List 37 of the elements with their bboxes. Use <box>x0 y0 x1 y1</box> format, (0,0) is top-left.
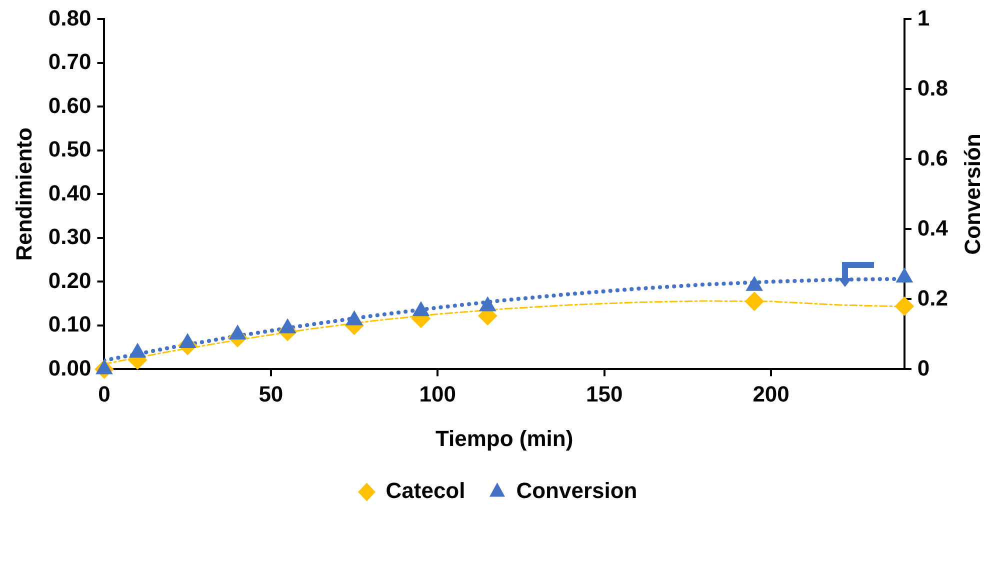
x-tick-label: 0 <box>98 381 110 406</box>
point <box>96 360 113 374</box>
y2-tick-label: 0 <box>917 355 930 380</box>
y-tick-label: 0.80 <box>48 5 92 30</box>
y-tick-label: 0.10 <box>48 312 92 337</box>
y2-tick-label: 0.4 <box>917 215 949 240</box>
point <box>479 296 496 312</box>
x-tick-label: 100 <box>419 381 456 406</box>
point <box>129 343 146 358</box>
y-tick-label: 0.20 <box>48 268 92 293</box>
x-tick-label: 200 <box>752 381 790 406</box>
y2-tick-label: 0.6 <box>917 145 948 170</box>
point <box>229 325 246 340</box>
y-tick-label: 0.50 <box>48 136 92 162</box>
y-axis-title: Rendimiento <box>11 128 36 261</box>
legend-label: Catecol <box>386 478 466 504</box>
point <box>179 333 196 348</box>
y2-tick-label: 0.8 <box>917 75 948 100</box>
y-tick-label: 0.40 <box>48 180 92 206</box>
x-axis-title: Tiempo (min) <box>435 426 574 451</box>
point <box>412 302 430 316</box>
point <box>744 292 764 311</box>
point <box>896 268 913 282</box>
y-tick-label: 0.00 <box>48 355 92 380</box>
point <box>346 310 363 326</box>
legend-label: Conversion <box>516 478 638 504</box>
y-tick-label: 0.30 <box>48 224 92 250</box>
x-tick-label: 50 <box>258 381 284 406</box>
point <box>746 276 763 291</box>
y-tick-label: 0.70 <box>48 49 92 74</box>
point <box>894 296 914 316</box>
x-tick-label: 150 <box>586 381 623 406</box>
point <box>279 318 296 334</box>
y2-axis-title: Conversión <box>960 134 986 255</box>
y2-tick-label: 1 <box>917 5 930 30</box>
y-tick-label: 0.60 <box>48 92 92 118</box>
y2-tick-label: 0.2 <box>917 285 948 310</box>
